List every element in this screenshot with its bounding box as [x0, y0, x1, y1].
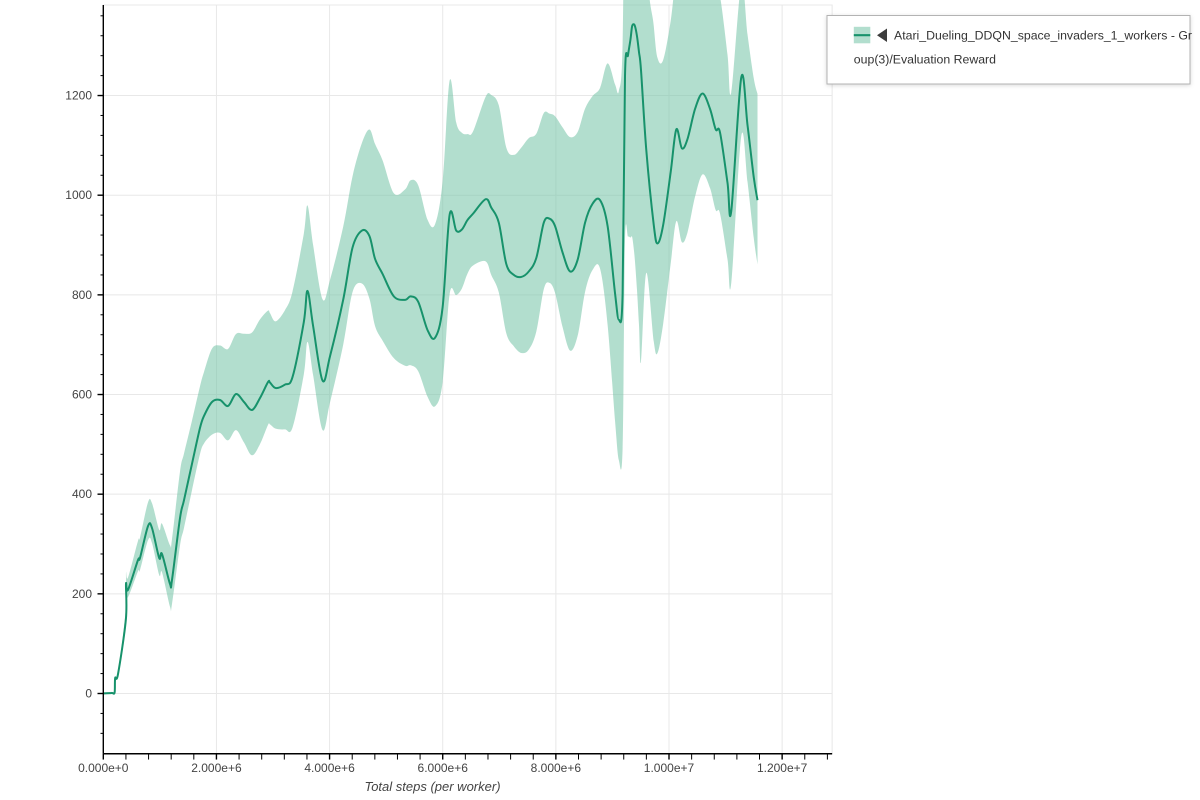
- svg-text:1.200e+7: 1.200e+7: [757, 761, 808, 775]
- svg-text:Atari_Dueling_DDQN_space_invad: Atari_Dueling_DDQN_space_invaders_1_work…: [894, 29, 1192, 43]
- svg-text:1.000e+7: 1.000e+7: [644, 761, 695, 775]
- svg-text:400: 400: [72, 487, 92, 501]
- svg-text:0.000e+0: 0.000e+0: [78, 761, 129, 775]
- svg-text:4.000e+6: 4.000e+6: [304, 761, 355, 775]
- svg-text:8.000e+6: 8.000e+6: [531, 761, 582, 775]
- svg-text:Total steps (per worker): Total steps (per worker): [364, 779, 500, 794]
- svg-text:200: 200: [72, 587, 92, 601]
- svg-text:6.000e+6: 6.000e+6: [418, 761, 469, 775]
- svg-text:800: 800: [72, 288, 92, 302]
- svg-text:1000: 1000: [65, 188, 92, 202]
- svg-text:1200: 1200: [65, 89, 92, 103]
- svg-text:oup(3)/Evaluation Reward: oup(3)/Evaluation Reward: [854, 53, 996, 67]
- svg-text:600: 600: [72, 388, 92, 402]
- svg-text:0: 0: [85, 687, 92, 701]
- svg-text:2.000e+6: 2.000e+6: [191, 761, 242, 775]
